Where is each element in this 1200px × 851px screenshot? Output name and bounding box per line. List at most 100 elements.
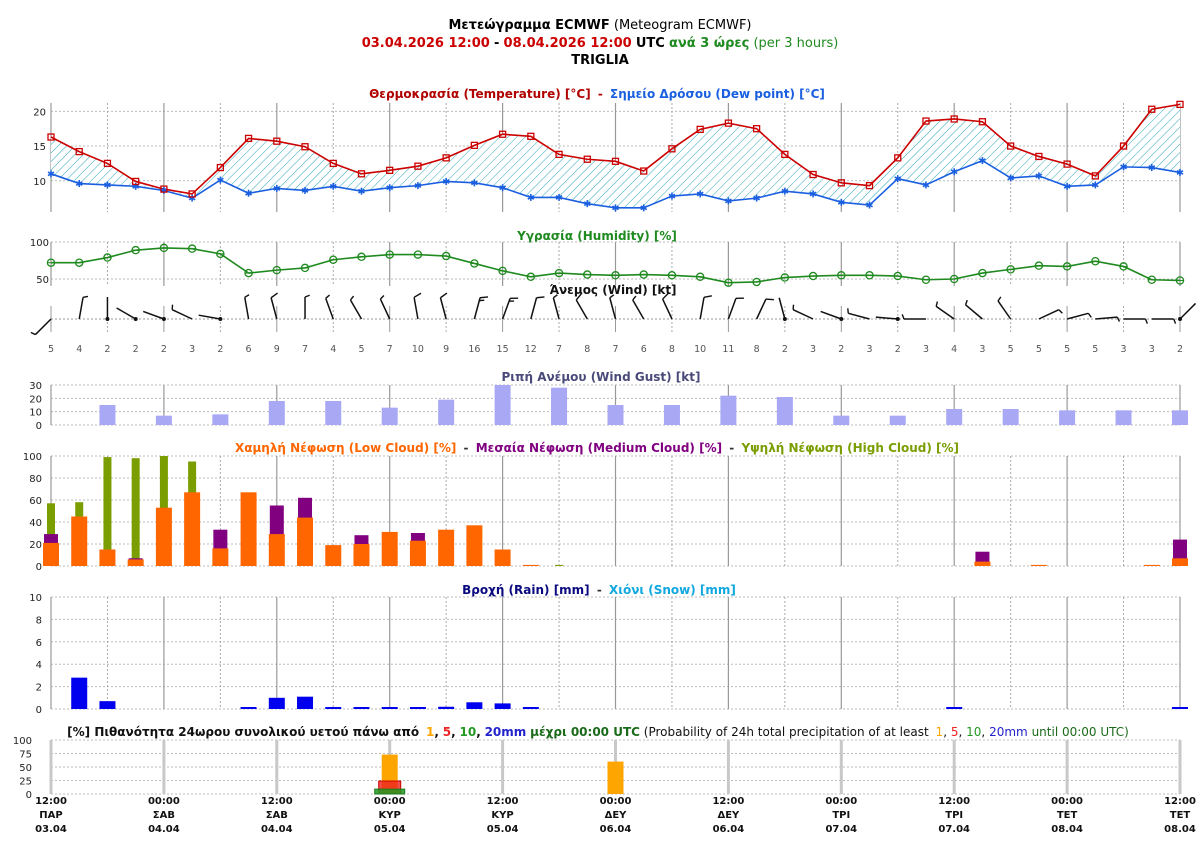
- y-tick-label: 100: [23, 452, 42, 463]
- humidity-point: [695, 272, 705, 282]
- x-tick-date: 08.04: [1164, 824, 1196, 835]
- humidity-point: [583, 270, 592, 279]
- temperature-point: [498, 130, 507, 138]
- wind-speed-label: 2: [133, 344, 139, 355]
- temperature-point: [555, 150, 563, 159]
- title-separator: -: [464, 441, 469, 455]
- y-tick-label: 25: [19, 777, 32, 788]
- wind-barb-feather: [575, 293, 582, 301]
- wind-barb: [778, 297, 787, 321]
- wind-barb: [379, 294, 391, 320]
- wind-barb-feather: [349, 295, 355, 301]
- temperature-point: [894, 154, 902, 162]
- wind-barb-staff: [848, 312, 870, 320]
- temperature-point: [583, 155, 591, 163]
- x-tick-date: 08.04: [1051, 824, 1083, 835]
- wind-calm-dot: [782, 317, 787, 321]
- wind-barb: [198, 314, 223, 321]
- x-tick-date: 06.04: [713, 824, 745, 835]
- humidity-point: [1091, 256, 1100, 266]
- dewpoint-marker: [1035, 173, 1043, 179]
- y-tick-label: 10: [29, 593, 42, 604]
- temperature-point: [1119, 142, 1128, 150]
- y-tick-label: 20: [33, 107, 46, 118]
- wind-speed-label: 12: [525, 344, 537, 355]
- x-tick-day: ΤΕΤ: [1057, 810, 1078, 821]
- rain-bar: [268, 697, 285, 709]
- prob-bar-1mm: [607, 761, 624, 794]
- dewpoint-marker: [781, 188, 789, 194]
- temperature-panel-title: Θερμοκρασία (Temperature) [°C] - Σημείο …: [369, 87, 825, 101]
- comma: ,: [958, 725, 962, 739]
- dewpoint-point: [583, 200, 591, 208]
- humidity-point: [978, 268, 987, 278]
- dewpoint-point: [696, 190, 704, 198]
- dewpoint-marker: [216, 177, 224, 183]
- prob-threshold-10-en: 10: [966, 725, 981, 739]
- wind-speed-label: 9: [443, 344, 449, 355]
- wind-barb: [1178, 302, 1197, 321]
- wind-barb-feather: [440, 292, 448, 299]
- wind-barb: [575, 293, 588, 320]
- wind-barb: [699, 295, 712, 320]
- temperature-point: [1091, 172, 1099, 180]
- prob-title-english: (Probability of 24h total precipitation …: [644, 725, 929, 739]
- dewpoint-marker: [358, 188, 365, 194]
- low-cloud-bar: [466, 525, 483, 566]
- dewpoint-point: [1063, 182, 1071, 190]
- x-tick-date: 07.04: [938, 824, 970, 835]
- high-cloud-bar: [103, 457, 112, 566]
- x-tick-time: 00:00: [1051, 796, 1083, 807]
- rain-bar: [71, 677, 88, 709]
- temperature-point: [724, 119, 733, 127]
- humidity-point: [300, 263, 310, 273]
- wind-speed-label: 15: [497, 344, 509, 355]
- x-tick-day: ΚΥΡ: [491, 810, 513, 821]
- low-cloud-bar: [494, 549, 511, 566]
- dewpoint-marker: [668, 193, 676, 199]
- wind-barb-staff: [997, 300, 1012, 320]
- wind-barb-staff: [473, 297, 481, 320]
- wind-calm-dot: [839, 317, 844, 321]
- wind-barb: [1123, 318, 1148, 324]
- gust-bar: [607, 405, 624, 425]
- gust-bar: [833, 415, 850, 425]
- humidity-point: [357, 252, 366, 262]
- wind-speed-label: 2: [161, 344, 167, 355]
- wind-barb: [325, 294, 334, 320]
- wind-barb: [935, 301, 955, 320]
- wind-barb: [501, 297, 519, 320]
- temperature-point: [978, 118, 987, 126]
- humidity-point: [724, 278, 733, 287]
- wind-barb-staff: [349, 299, 363, 320]
- wind-speed-label: 7: [387, 344, 393, 355]
- humidity-point: [921, 275, 931, 284]
- low-cloud-bar: [297, 517, 314, 566]
- dewpoint-marker: [75, 181, 83, 186]
- dewpoint-point: [499, 184, 507, 192]
- humidity-point: [1175, 276, 1185, 285]
- low-cloud-bar: [268, 534, 285, 566]
- prob-threshold-5-en: 5: [951, 725, 959, 739]
- dewpoint-marker: [696, 191, 704, 197]
- wind-speed-label: 7: [612, 344, 618, 355]
- temperature-point: [75, 147, 83, 156]
- dewpoint-marker: [132, 183, 140, 189]
- humidity-point: [187, 244, 197, 253]
- dewpoint-point: [668, 192, 676, 200]
- wind-barb: [116, 307, 138, 321]
- wind-barb: [171, 304, 193, 320]
- wind-speed-label: 2: [782, 344, 788, 355]
- wind-speed-label: 3: [810, 344, 816, 355]
- x-tick-date: 05.04: [374, 824, 406, 835]
- wind-speed-label: 2: [217, 344, 223, 355]
- humidity-title: Υγρασία (Humidity) [%]: [516, 229, 677, 243]
- wind-barb-feather: [703, 295, 712, 299]
- rain-bar: [946, 707, 963, 709]
- title-greek: Μετεώγραμμα ECMWF: [448, 18, 610, 33]
- temperature-point: [1148, 105, 1156, 113]
- wind-barb: [439, 292, 448, 320]
- temperature-point: [47, 133, 55, 141]
- temperature-point: [837, 179, 845, 187]
- wind-speed-label: 10: [694, 344, 706, 355]
